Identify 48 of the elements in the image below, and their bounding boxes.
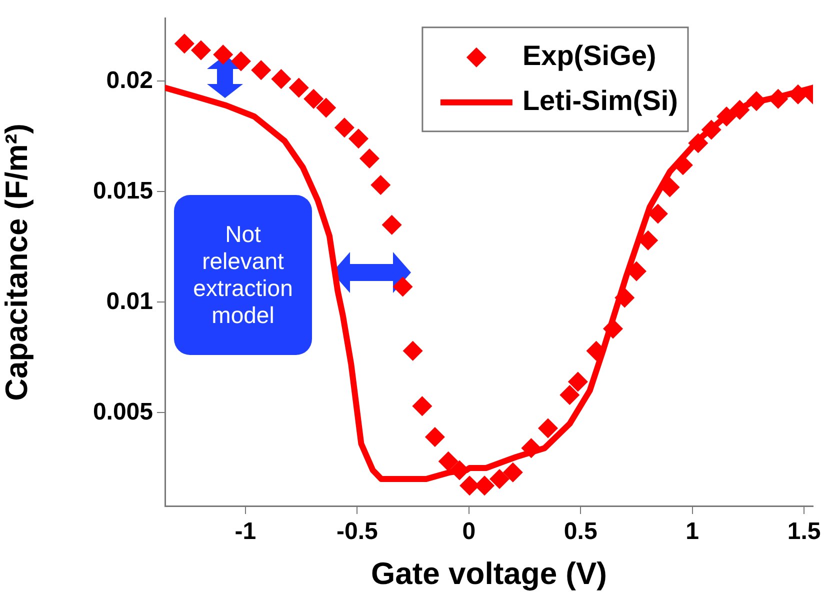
point (502, 462, 523, 482)
x-tick-label: 0.5 (564, 518, 598, 546)
point (648, 204, 668, 224)
point (701, 120, 722, 140)
point (304, 88, 324, 109)
point (538, 418, 558, 438)
legend-label: Exp(SiGe) (522, 40, 656, 72)
point (392, 276, 413, 297)
point (521, 438, 542, 458)
point (382, 214, 402, 235)
point (586, 340, 606, 361)
point (746, 91, 766, 112)
point (190, 40, 211, 60)
x-tick-label: 0 (462, 518, 476, 546)
point (271, 68, 292, 89)
x-tick-label: -0.5 (336, 518, 378, 546)
x-tick-label: 1 (686, 518, 700, 546)
point (568, 372, 588, 392)
point (370, 175, 391, 196)
x-tick-label: -1 (234, 518, 256, 546)
x-axis-title: Gate voltage (V) (371, 556, 607, 591)
point (316, 98, 336, 118)
x-tick-label: 1.5 (787, 518, 821, 546)
point (359, 148, 380, 169)
y-tick-label: 0.005 (92, 398, 153, 426)
point (288, 78, 309, 98)
point (716, 106, 737, 127)
point (230, 51, 251, 72)
point (688, 133, 708, 154)
point (402, 340, 423, 361)
point (490, 469, 510, 490)
point (348, 128, 369, 149)
y-tick-label: 0.01 (106, 288, 153, 315)
point (730, 100, 750, 120)
point (334, 118, 354, 138)
point (614, 288, 635, 308)
point (213, 44, 234, 65)
callout-box: Not relevant extraction model (174, 195, 312, 355)
y-axis-title: Capacitance (F/m²) (0, 124, 34, 401)
point (560, 385, 580, 406)
point (424, 427, 445, 448)
point (438, 451, 458, 472)
legend-label: Leti-Sim(Si) (522, 85, 678, 116)
y-tick-label: 0.02 (106, 66, 153, 94)
point (174, 34, 194, 54)
point (412, 396, 432, 416)
y-tick-label: 0.015 (92, 177, 153, 204)
point (251, 60, 272, 80)
